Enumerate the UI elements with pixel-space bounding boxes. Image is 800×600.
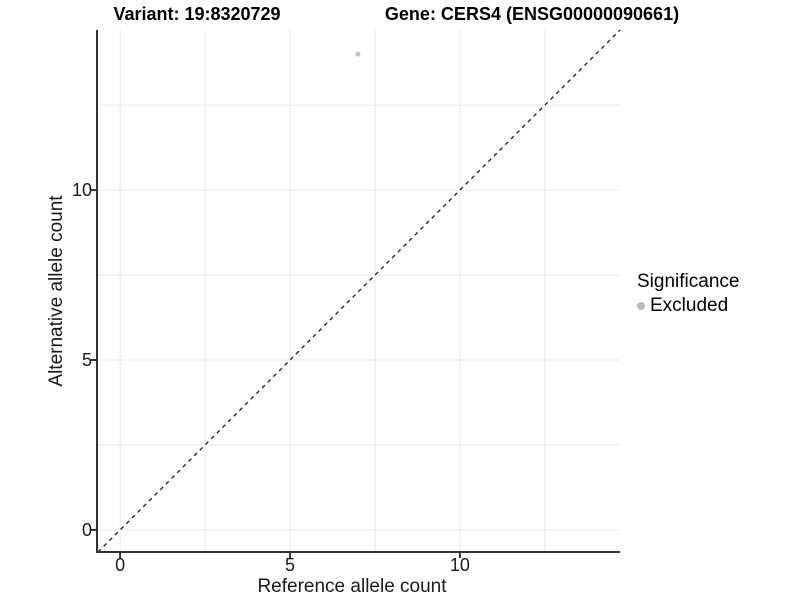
legend-title: Significance [637, 271, 740, 292]
y-tick-label: 0 [81, 519, 92, 540]
x-tick-label: 5 [285, 555, 296, 575]
legend: Significance Excluded [637, 271, 739, 317]
y-tick-label: 10 [71, 180, 92, 201]
x-tick-label: 0 [115, 555, 126, 575]
x-tick-label: 10 [449, 555, 470, 575]
legend-key-dot-icon [637, 302, 645, 310]
data-point [355, 51, 361, 57]
gene-title: Gene: CERS4 (ENSG00000090661) [384, 4, 680, 24]
y-axis-title: Alternative allele count [46, 195, 67, 387]
x-axis-title: Reference allele count [257, 576, 447, 597]
y-tick-label: 5 [81, 349, 92, 370]
legend-item-label: Excluded [650, 295, 729, 316]
legend-items: Excluded [637, 295, 739, 317]
identity-line [97, 29, 621, 553]
legend-item: Excluded [637, 295, 739, 317]
variant-title: Variant: 19:8320729 [113, 4, 281, 24]
